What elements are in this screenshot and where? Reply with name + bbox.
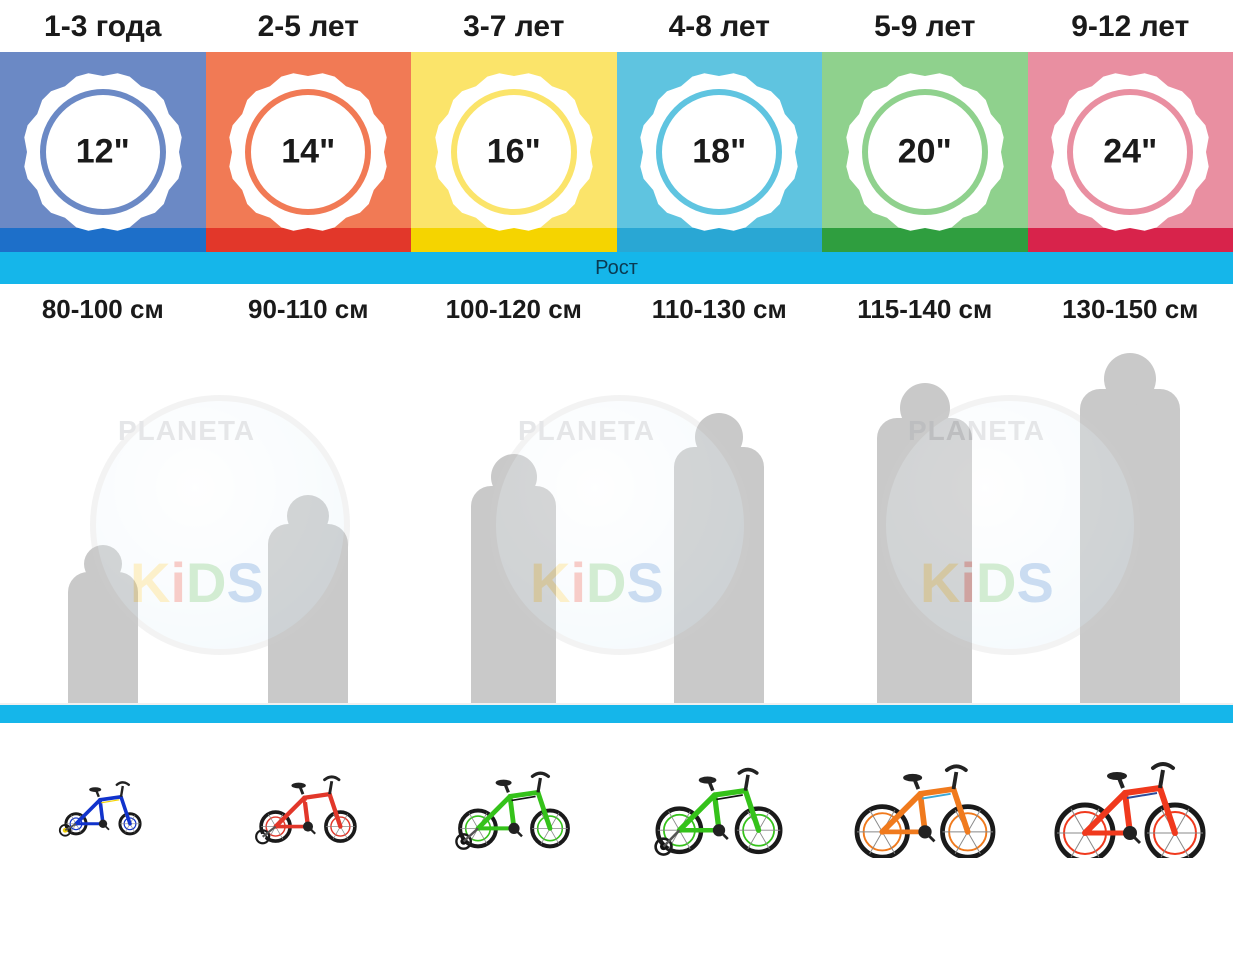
wheel-size-label: 16" bbox=[411, 133, 617, 172]
bike-illustration bbox=[822, 723, 1028, 873]
wheel-size-cell: 24" bbox=[1028, 52, 1233, 252]
wheel-size-label: 18" bbox=[617, 133, 823, 172]
height-label: 80-100 см bbox=[0, 284, 206, 335]
height-label: 100-120 см bbox=[411, 284, 617, 335]
height-label: 90-110 см bbox=[206, 284, 412, 335]
height-label: 115-140 см bbox=[822, 284, 1028, 335]
wheel-size-cell: 12" bbox=[0, 52, 206, 252]
wheel-size-cell: 18" bbox=[617, 52, 823, 252]
age-label: 3-7 лет bbox=[411, 0, 617, 52]
child-silhouette bbox=[1028, 335, 1233, 703]
child-silhouette bbox=[822, 335, 1028, 703]
age-label: 1-3 года bbox=[0, 0, 206, 52]
divider-label: Рост bbox=[595, 257, 638, 280]
wheel-size-cell: 16" bbox=[411, 52, 617, 252]
height-row: 80-100 см 90-110 см 100-120 см 110-130 с… bbox=[0, 284, 1233, 335]
bike-illustration bbox=[1028, 723, 1233, 873]
bike-illustration bbox=[0, 723, 206, 873]
wheel-size-cell: 14" bbox=[206, 52, 412, 252]
wheel-size-label: 12" bbox=[0, 133, 206, 172]
bike-row bbox=[0, 723, 1233, 873]
bottom-bar bbox=[0, 705, 1233, 723]
child-silhouette bbox=[617, 335, 823, 703]
age-label: 5-9 лет bbox=[822, 0, 1028, 52]
age-label: 2-5 лет bbox=[206, 0, 412, 52]
age-label: 4-8 лет bbox=[617, 0, 823, 52]
age-label: 9-12 лет bbox=[1028, 0, 1233, 52]
wheel-size-row: 12" 14" 16" 18" 20" bbox=[0, 52, 1233, 252]
wheel-size-label: 20" bbox=[822, 133, 1028, 172]
silhouette-row: PLANETA K i D S PLANETA K i D S PLANETA … bbox=[0, 335, 1233, 705]
wheel-size-label: 14" bbox=[206, 133, 412, 172]
bike-size-infographic: 1-3 года 2-5 лет 3-7 лет 4-8 лет 5-9 лет… bbox=[0, 0, 1233, 873]
wheel-size-label: 24" bbox=[1028, 133, 1233, 172]
child-silhouette bbox=[206, 335, 412, 703]
child-silhouette bbox=[411, 335, 617, 703]
bike-illustration bbox=[206, 723, 412, 873]
wheel-size-cell: 20" bbox=[822, 52, 1028, 252]
height-label: 130-150 см bbox=[1028, 284, 1233, 335]
height-label: 110-130 см bbox=[617, 284, 823, 335]
bike-illustration bbox=[411, 723, 617, 873]
child-silhouette bbox=[0, 335, 206, 703]
bike-illustration bbox=[617, 723, 823, 873]
age-row: 1-3 года 2-5 лет 3-7 лет 4-8 лет 5-9 лет… bbox=[0, 0, 1233, 52]
height-divider: Рост bbox=[0, 252, 1233, 284]
